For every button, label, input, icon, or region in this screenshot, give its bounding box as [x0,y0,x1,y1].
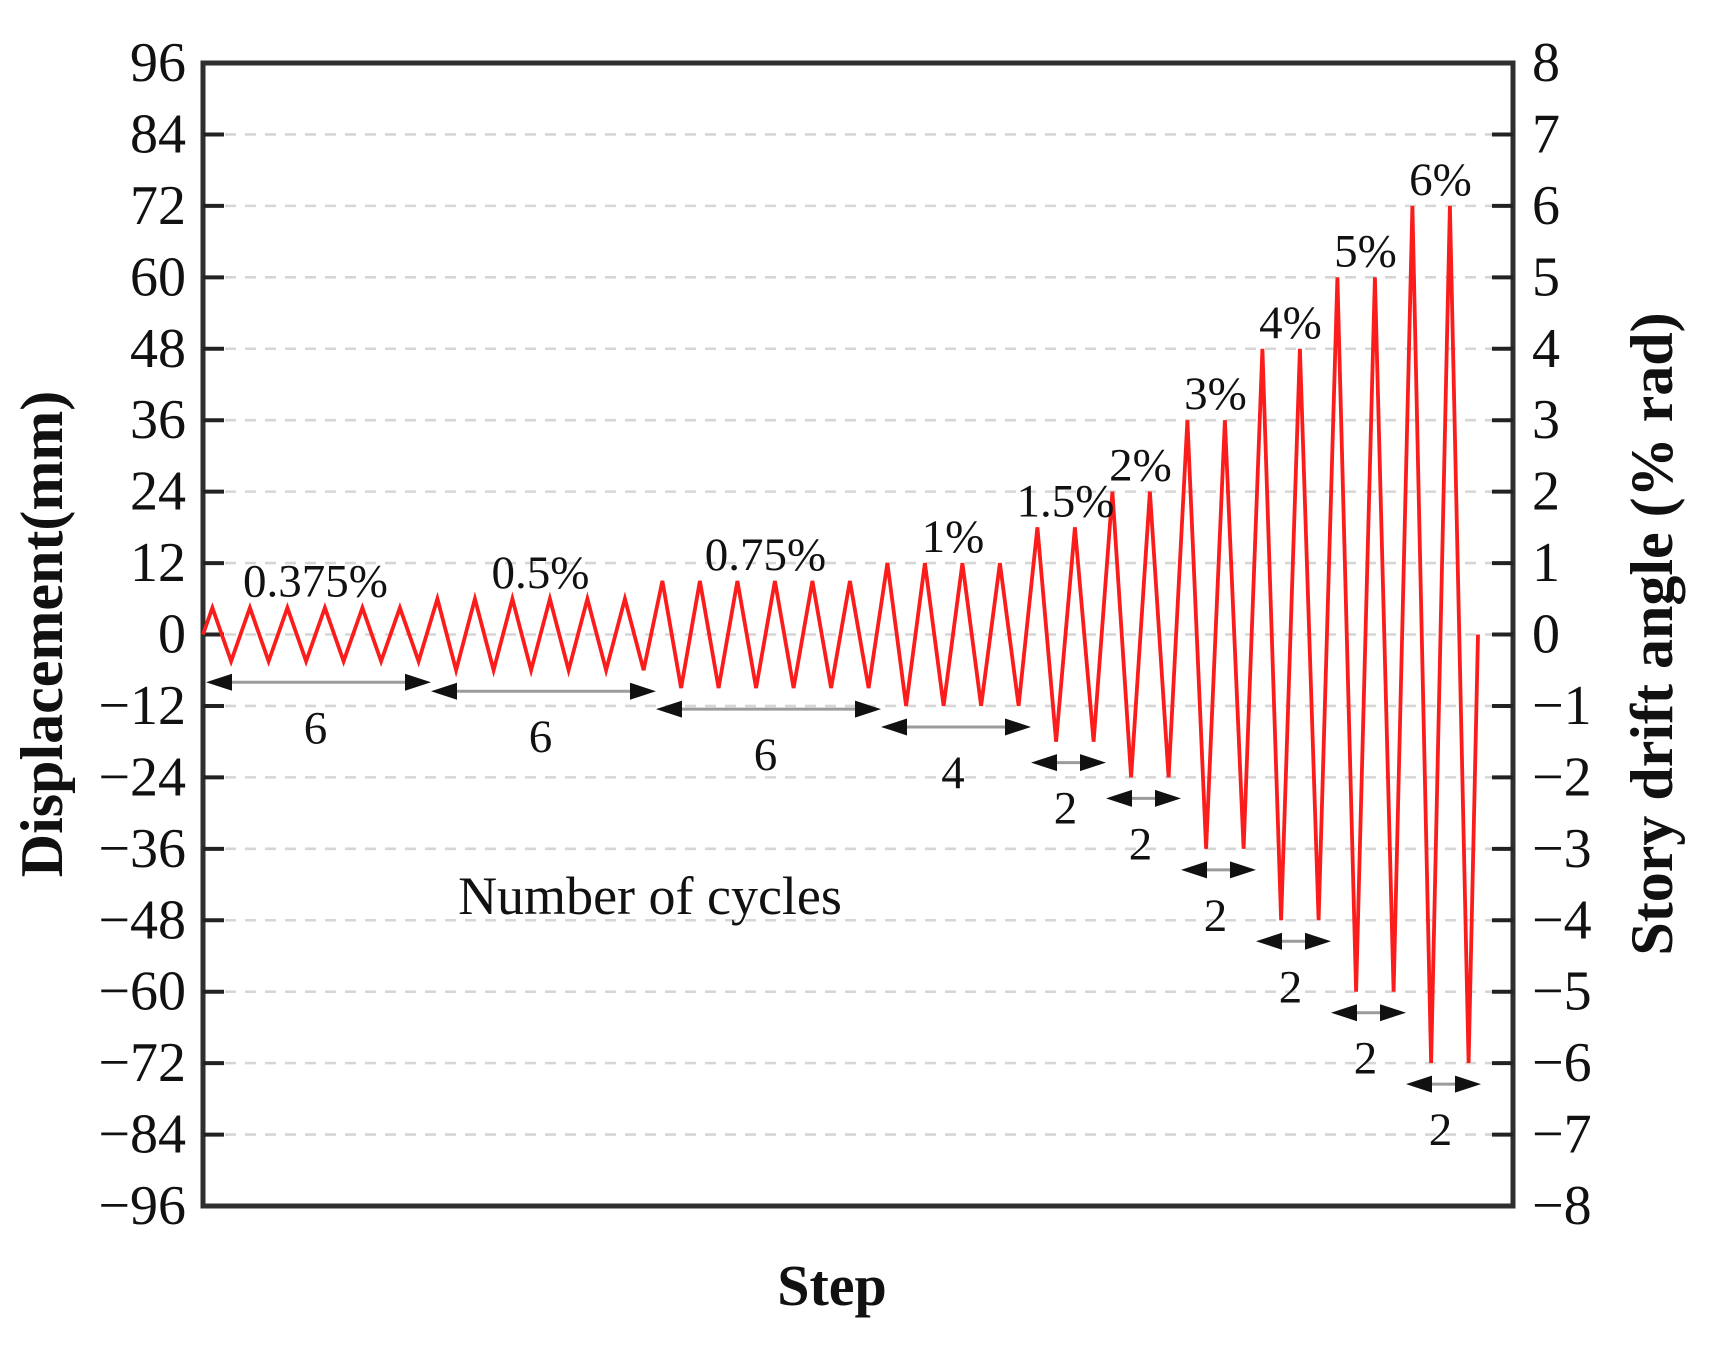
arrow-right-head [1455,1075,1481,1093]
arrow-right-head [405,673,431,691]
right-tick-label: 8 [1532,32,1560,94]
left-tick-label: 48 [130,318,186,380]
right-axis-tick-labels: 8 7 6 5 4 3 2 1 0 −1 −2 −3 −4 −5 −6 −7 −8 [1532,32,1592,1237]
left-tick-label: 96 [130,32,186,94]
right-tick-label: −2 [1532,746,1592,808]
cycle-count-label: 6 [529,711,553,763]
left-tick-label: 84 [130,103,186,165]
cycle-count-label: 6 [304,702,328,754]
arrow-right-head [1080,754,1106,772]
right-tick-label: −1 [1532,675,1592,737]
left-tick-label: 24 [130,461,186,523]
cycle-count-label: 6 [754,729,778,781]
arrow-left-head [1031,754,1057,772]
drift-label: 1% [922,511,985,563]
arrow-left-head [1256,932,1282,950]
cycle-count-label: 2 [1204,890,1228,942]
arrow-left-head [1406,1075,1432,1093]
left-axis-title: Displacement(mm) [9,391,75,878]
arrow-right-head [1380,1004,1406,1022]
loading-protocol-line [201,205,1480,1064]
arrow-right-head [1005,718,1031,736]
right-tick-label: −4 [1532,889,1592,951]
drift-label: 0.75% [705,529,826,581]
left-tick-label: 12 [130,532,186,594]
arrow-right-head [1155,789,1181,807]
right-tick-label: −5 [1532,961,1592,1023]
x-axis-title: Step [777,1253,887,1318]
drift-amplitude-labels: 0.375% 0.5% 0.75% 1% 1.5%2%3%4%5%6% [243,154,1472,608]
arrow-left-head [1331,1004,1357,1022]
drift-label: 3% [1184,368,1247,420]
left-tick-label: −96 [98,1175,186,1237]
left-tick-label: −24 [98,746,186,808]
left-tick-label: 36 [130,389,186,451]
arrow-left-head [431,682,457,700]
right-tick-label: 5 [1532,246,1560,308]
arrow-left-head [1181,861,1207,879]
arrow-right-head [1230,861,1256,879]
drift-label: 0.5% [492,547,590,599]
arrow-right-head [855,700,881,718]
right-tick-label: 6 [1532,175,1560,237]
left-tick-label: 60 [130,246,186,308]
arrow-left-head [656,700,682,718]
left-tick-label: −72 [98,1032,186,1094]
drift-label: 2% [1109,440,1172,492]
displacement-series [201,205,1480,1064]
right-tick-label: 1 [1532,532,1560,594]
right-tick-label: 2 [1532,461,1560,523]
cycle-count-label: 2 [1429,1104,1453,1156]
arrow-right-head [630,682,656,700]
right-tick-label: −3 [1532,818,1592,880]
right-tick-label: 0 [1532,604,1560,666]
left-tick-label: −60 [98,961,186,1023]
right-axis-title: Story drift angle (% rad) [1619,312,1685,955]
number-of-cycles-note: Number of cycles [458,866,842,926]
drift-label: 1.5% [1017,475,1115,527]
cycle-count-label: 2 [1129,818,1153,870]
left-tick-label: −48 [98,889,186,951]
right-tick-label: −7 [1532,1104,1592,1166]
arrow-right-head [1305,932,1331,950]
right-tick-label: 3 [1532,389,1560,451]
drift-label: 0.375% [243,556,388,608]
right-tick-label: −8 [1532,1175,1592,1237]
left-tick-label: −12 [98,675,186,737]
right-tick-label: −6 [1532,1032,1592,1094]
cycle-count-label: 2 [1354,1033,1378,1085]
drift-label: 6% [1409,154,1472,206]
left-tick-label: −84 [98,1104,186,1166]
cycle-count-label: 2 [1054,783,1078,835]
arrow-left-head [1106,789,1132,807]
right-tick-label: 4 [1532,318,1560,380]
cycle-count-label: 2 [1279,961,1303,1013]
drift-label: 4% [1259,297,1322,349]
arrow-left-head [206,673,232,691]
cycle-count-arrows [206,673,1481,1093]
arrow-left-head [881,718,907,736]
left-tick-label: −36 [98,818,186,880]
axis-ticks [203,132,1513,1137]
left-tick-label: 72 [130,175,186,237]
left-axis-tick-labels: 96 84 72 60 48 36 24 12 0 −12 −24 −36 −48 −60 −72 −84 −9… [98,32,186,1237]
drift-label: 5% [1334,225,1397,277]
right-tick-label: 7 [1532,103,1560,165]
cycle-count-label: 4 [941,747,965,799]
left-tick-label: 0 [158,604,186,666]
